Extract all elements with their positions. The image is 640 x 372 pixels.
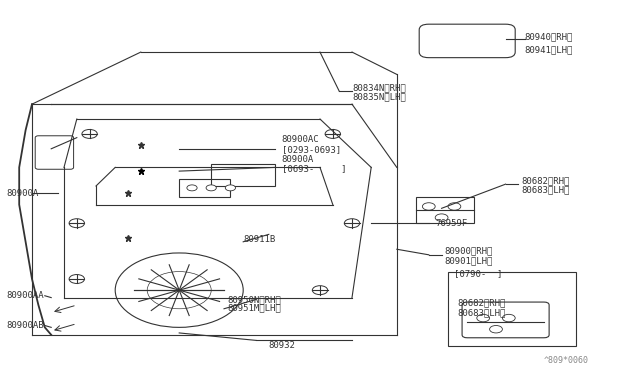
- Text: 80932: 80932: [269, 341, 296, 350]
- Text: 80900〈RH〉: 80900〈RH〉: [445, 247, 493, 256]
- Text: 80683〈LH〉: 80683〈LH〉: [522, 185, 570, 194]
- Text: 80682〈RH〉: 80682〈RH〉: [522, 176, 570, 185]
- Text: 80941〈LH〉: 80941〈LH〉: [525, 46, 573, 55]
- Text: 80911B: 80911B: [243, 235, 275, 244]
- Bar: [211, 164, 275, 186]
- Text: 80683〈LH〉: 80683〈LH〉: [458, 308, 506, 317]
- Text: 76959F: 76959F: [435, 219, 467, 228]
- Text: ^809*0060: ^809*0060: [544, 356, 589, 365]
- Text: 80940〈RH〉: 80940〈RH〉: [525, 33, 573, 42]
- Circle shape: [490, 326, 502, 333]
- Text: 80900AA: 80900AA: [6, 291, 44, 300]
- Text: 80900A: 80900A: [6, 189, 38, 198]
- Bar: [179, 179, 230, 197]
- Circle shape: [435, 214, 448, 221]
- Circle shape: [422, 203, 435, 210]
- Circle shape: [477, 314, 490, 322]
- Text: 80900A: 80900A: [282, 155, 314, 164]
- Circle shape: [187, 185, 197, 191]
- Circle shape: [448, 203, 461, 210]
- Bar: [416, 197, 474, 223]
- Circle shape: [225, 185, 236, 191]
- Text: 80682〈RH〉: 80682〈RH〉: [458, 299, 506, 308]
- Text: [0693-     ]: [0693- ]: [282, 164, 346, 173]
- Text: [0790-  ]: [0790- ]: [454, 269, 503, 278]
- Bar: [448, 272, 576, 346]
- Text: 80834N〈RH〉: 80834N〈RH〉: [352, 83, 406, 92]
- Text: 80835N〈LH〉: 80835N〈LH〉: [352, 92, 406, 101]
- Text: 80901〈LH〉: 80901〈LH〉: [445, 256, 493, 265]
- Text: 80950N〈RH〉: 80950N〈RH〉: [227, 295, 281, 304]
- Circle shape: [206, 185, 216, 191]
- Circle shape: [502, 314, 515, 322]
- Text: 80951M〈LH〉: 80951M〈LH〉: [227, 304, 281, 312]
- Text: 80900AB: 80900AB: [6, 321, 44, 330]
- Text: 80900AC: 80900AC: [282, 135, 319, 144]
- Text: [0293-0693]: [0293-0693]: [282, 145, 340, 154]
